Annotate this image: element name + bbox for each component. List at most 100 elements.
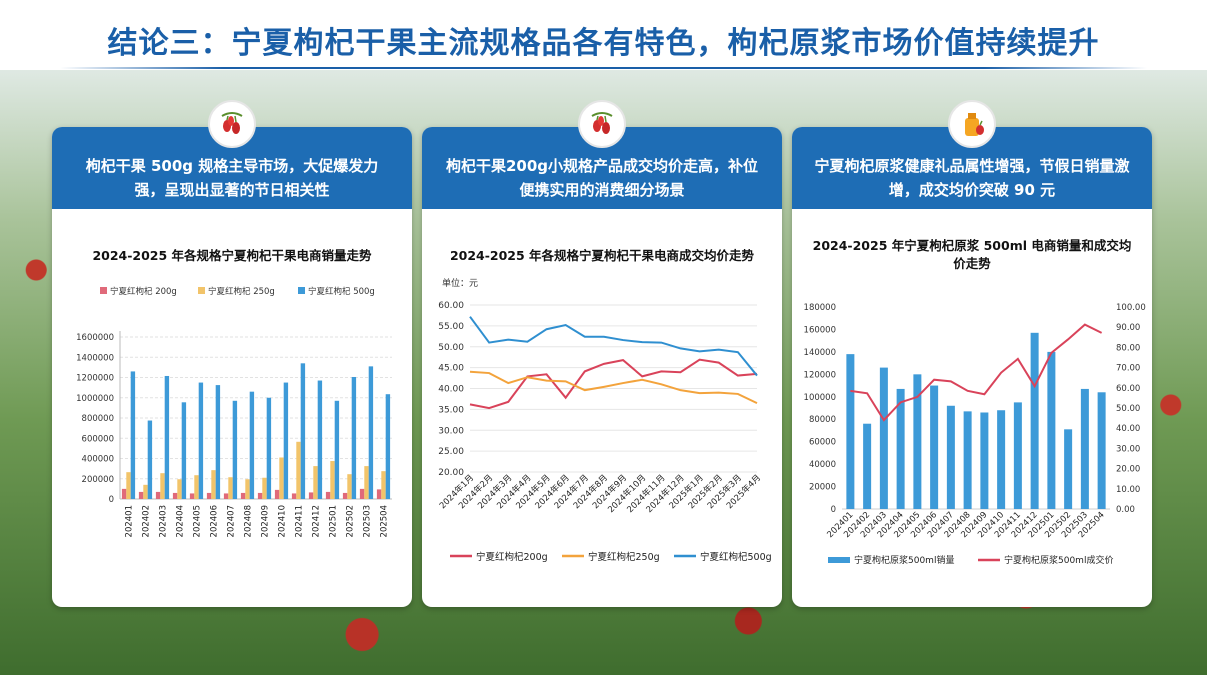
bar <box>296 441 301 499</box>
bar <box>1013 402 1022 509</box>
legend-label: 宁夏红枸杞 500g <box>308 286 375 297</box>
y-tick-label-left: 180000 <box>804 303 836 313</box>
y-tick-label: 200000 <box>82 475 114 485</box>
legend-label: 宁夏枸杞原浆500ml销量 <box>854 554 954 566</box>
y-tick-label-right: 80.00 <box>1116 343 1140 353</box>
x-tick-label: 202407 <box>227 505 237 537</box>
bar <box>863 423 872 509</box>
y-tick-label: 1000000 <box>76 394 114 404</box>
bar <box>1080 388 1089 509</box>
x-tick-label: 202411 <box>295 505 305 537</box>
bar <box>946 405 955 509</box>
card-500g-volume: 枸杞干果 500g 规格主导市场，大促爆发力强，呈现出显著的节日相关性 2024… <box>52 127 412 607</box>
bar <box>342 492 348 499</box>
bar <box>262 477 267 499</box>
unit-label: 单位：元 <box>442 277 478 289</box>
x-tick-label: 202501 <box>329 505 339 537</box>
x-tick-label: 202504 <box>380 505 390 537</box>
x-tick-label: 202409 <box>261 505 271 537</box>
bar <box>359 488 365 499</box>
bar <box>291 493 297 499</box>
legend-label: 宁夏红枸杞500g <box>700 551 772 563</box>
x-tick-label: 202410 <box>278 505 288 537</box>
bar <box>930 385 939 509</box>
bar <box>130 371 136 499</box>
bar <box>121 488 127 499</box>
y-tick-label-right: 100.00 <box>1116 303 1146 313</box>
bar <box>381 471 386 499</box>
y-tick-label-right: 60.00 <box>1116 384 1140 394</box>
y-tick-label-right: 50.00 <box>1116 404 1140 414</box>
goji-berry-badge <box>578 100 626 148</box>
bar <box>172 492 178 499</box>
bar <box>177 479 182 499</box>
card-200g-price: 枸杞干果200g小规格产品成交均价走高，补位便携实用的消费细分场景 2024-2… <box>422 127 782 607</box>
x-tick-label: 202412 <box>312 505 322 537</box>
bar <box>194 475 199 499</box>
legend-swatch <box>298 287 305 294</box>
x-tick-label: 202404 <box>176 505 186 537</box>
y-tick-label: 55.00 <box>438 322 464 332</box>
goji-berry-badge <box>208 100 256 148</box>
y-tick-label-left: 100000 <box>804 393 836 403</box>
bar <box>138 491 144 499</box>
y-tick-label-left: 60000 <box>809 438 836 448</box>
title-underline <box>60 67 1147 69</box>
goji-juice-badge <box>948 100 996 148</box>
bar <box>364 466 369 499</box>
bar <box>126 472 131 499</box>
y-tick-label-left: 160000 <box>804 325 836 335</box>
y-tick-label-right: 90.00 <box>1116 323 1140 333</box>
y-tick-label: 20.00 <box>438 468 464 478</box>
y-tick-label-right: 40.00 <box>1116 424 1140 434</box>
legend-label: 宁夏红枸杞250g <box>588 551 660 563</box>
y-tick-label: 1600000 <box>76 333 114 343</box>
bar <box>1064 429 1073 509</box>
bar <box>155 491 161 499</box>
series-line <box>469 316 758 377</box>
bar <box>279 457 284 499</box>
bar <box>206 492 212 499</box>
bar <box>189 493 195 499</box>
x-tick-label: 202405 <box>193 505 203 537</box>
bar <box>913 374 922 509</box>
bar <box>232 400 238 499</box>
y-tick-label-left: 20000 <box>809 483 836 493</box>
y-tick-label: 35.00 <box>438 405 464 415</box>
bar-chart-dry-fruit-volume: 宁夏红枸杞 200g 宁夏红枸杞 250g 宁夏红枸杞 500g 0 200000 400… <box>76 286 392 537</box>
y-tick-label: 25.00 <box>438 447 464 457</box>
card-juice: 宁夏枸杞原浆健康礼品属性增强，节假日销量激增，成交均价突破 90 元 2024-… <box>792 127 1152 607</box>
bar <box>160 473 165 499</box>
y-tick-label: 1200000 <box>76 374 114 384</box>
bar <box>1030 332 1039 509</box>
x-tick-label: 202503 <box>363 505 373 537</box>
bar <box>223 493 229 499</box>
bar <box>385 394 391 499</box>
bar <box>181 402 187 499</box>
bar <box>351 376 357 499</box>
line-chart-dry-fruit-price: 单位：元 20.00 25.00 30.00 35.00 40.00 45.00 50.00 5… <box>437 277 772 563</box>
bar <box>143 484 148 499</box>
bar <box>257 492 263 499</box>
bar <box>347 474 352 499</box>
y-tick-label: 0 <box>109 495 114 505</box>
legend-label: 宁夏红枸杞 250g <box>208 286 275 297</box>
legend-swatch <box>100 287 107 294</box>
bar <box>308 492 314 499</box>
bar <box>274 489 280 499</box>
bar <box>240 492 246 499</box>
bar <box>249 391 255 499</box>
y-tick-label-left: 120000 <box>804 370 836 380</box>
goji-berry-icon <box>221 112 243 134</box>
y-tick-label-left: 0 <box>831 505 836 515</box>
bar <box>266 397 272 499</box>
page-title: 结论三：宁夏枸杞干果主流规格品各有特色，枸杞原浆市场价值持续提升 <box>107 26 1100 61</box>
bar <box>215 385 221 499</box>
bar <box>1047 351 1056 509</box>
bar <box>211 470 216 499</box>
legend-swatch <box>828 557 850 563</box>
x-tick-label: 202408 <box>244 505 254 537</box>
bar <box>198 382 204 499</box>
chart-title: 2024-2025 年宁夏枸杞原浆 500ml 电商销量和成交均价走势 <box>812 238 1132 271</box>
y-tick-label: 60.00 <box>438 301 464 311</box>
